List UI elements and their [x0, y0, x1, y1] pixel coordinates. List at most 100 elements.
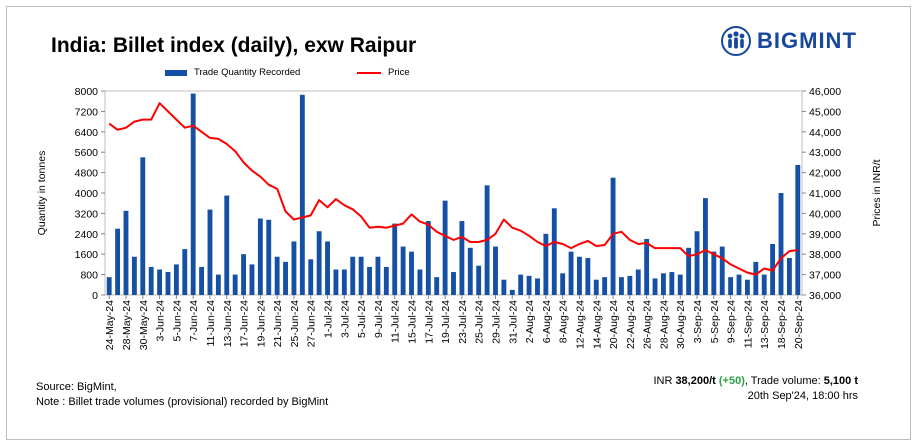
x-tick-label: 14-Aug-24 [591, 300, 603, 349]
quantity-bar [308, 259, 314, 295]
x-tick-label: 3-Jul-24 [339, 300, 351, 338]
quantity-bar [232, 274, 238, 295]
quantity-bar [350, 256, 356, 295]
right-tick-label: 39,000 [809, 229, 841, 241]
volume-value: 5,100 t [823, 375, 858, 387]
quantity-bar [451, 272, 456, 295]
timestamp: 20th Sep'24, 18:00 hrs [747, 390, 858, 402]
quantity-bar [551, 208, 557, 295]
quantity-bar [173, 264, 179, 295]
quantity-bar [190, 93, 196, 295]
x-tick-label: 24-May-24 [104, 300, 116, 350]
x-tick-label: 20-Sep-24 [793, 300, 805, 349]
quantity-bar [736, 274, 742, 295]
quantity-bar [215, 274, 221, 295]
x-tick-label: 30-May-24 [138, 300, 150, 350]
quantity-bar [400, 246, 406, 295]
x-tick-label: 20-Aug-24 [608, 300, 620, 349]
left-tick-label: 2400 [75, 229, 99, 241]
source-text: Source: BigMint, [36, 381, 117, 393]
quantity-bar [753, 261, 759, 295]
x-tick-label: 28-May-24 [121, 300, 133, 350]
right-tick-label: 36,000 [809, 290, 841, 302]
x-tick-label: 3-Sep-24 [692, 300, 704, 343]
note-text: Note : Billet trade volumes (provisional… [36, 396, 329, 408]
bigmint-people-icon [721, 26, 751, 56]
quantity-bar [560, 273, 566, 295]
right-tick-label: 44,000 [809, 127, 841, 139]
quantity-bar [627, 275, 633, 295]
right-tick-label: 42,000 [809, 168, 841, 180]
legend-bar-swatch [165, 69, 187, 76]
quantity-bar [577, 256, 582, 295]
quantity-bar [610, 177, 616, 295]
quantity-bar [165, 272, 171, 295]
quantity-bar [115, 228, 121, 295]
left-tick-label: 800 [80, 270, 98, 282]
quantity-bar [409, 251, 414, 295]
left-tick-label: 6400 [75, 127, 99, 139]
quantity-bar [358, 256, 364, 295]
x-tick-label: 11-Jun-24 [205, 300, 217, 347]
x-tick-label: 18-Sep-24 [776, 300, 788, 349]
quantity-bar [157, 269, 163, 295]
x-tick-label: 17-Jun-24 [239, 300, 251, 347]
legend-line-label: Price [388, 67, 410, 78]
x-tick-label: 19-Jul-24 [440, 300, 452, 344]
x-tick-label: 12-Aug-24 [574, 300, 586, 349]
quantity-bar [568, 251, 574, 295]
x-tick-label: 5-Jun-24 [171, 300, 183, 342]
quantity-bar [694, 231, 700, 295]
quantity-bar [593, 279, 599, 295]
quantity-bar [719, 246, 725, 295]
chart-frame [6, 6, 911, 440]
price-value: 38,200/t [675, 375, 716, 387]
quantity-bar [686, 247, 692, 295]
right-tick-label: 40,000 [809, 208, 841, 220]
x-tick-label: 1-Jul-24 [323, 300, 335, 338]
quantity-bar [299, 94, 305, 295]
legend-bar-label: Trade Quantity Recorded [194, 67, 301, 78]
quantity-bar [224, 195, 230, 295]
quantity-bar [140, 157, 146, 295]
x-tick-label: 25-Jun-24 [289, 300, 301, 347]
brand-logo: BIGMINT [721, 26, 857, 56]
right-tick-label: 37,000 [809, 270, 841, 282]
price-summary: INR 38,200/t (+50), Trade volume: 5,100 … [653, 374, 858, 404]
right-tick-label: 38,000 [809, 249, 841, 261]
x-tick-label: 25-Jul-24 [474, 300, 486, 344]
quantity-bar [728, 277, 734, 295]
quantity-bar [375, 256, 381, 295]
quantity-bar [106, 277, 112, 295]
quantity-bar [199, 266, 205, 295]
x-tick-label: 19-Jun-24 [255, 300, 267, 347]
quantity-bar [619, 277, 624, 295]
quantity-bar [585, 258, 591, 295]
quantity-bar [786, 258, 792, 295]
x-tick-label: 9-Jul-24 [373, 300, 385, 338]
quantity-bar [425, 221, 431, 295]
quantity-bar [325, 241, 330, 295]
quantity-bar [207, 209, 213, 295]
left-tick-label: 4800 [75, 168, 99, 180]
quantity-bar [123, 210, 129, 295]
quantity-bar [543, 233, 549, 295]
quantity-bar [702, 198, 708, 295]
quantity-bar [526, 275, 532, 295]
quantity-bar [493, 246, 498, 295]
x-tick-label: 13-Sep-24 [759, 300, 771, 349]
x-tick-label: 3-Jun-24 [155, 300, 167, 342]
volume-prefix: , Trade volume: [744, 375, 824, 387]
quantity-bar [635, 269, 641, 295]
x-tick-label: 15-Jul-24 [407, 300, 419, 344]
x-tick-label: 11-Sep-24 [742, 300, 754, 348]
quantity-bar [266, 219, 272, 295]
quantity-bar [257, 218, 263, 295]
x-tick-label: 28-Aug-24 [658, 300, 670, 349]
left-tick-label: 0 [92, 290, 98, 302]
x-tick-label: 6-Aug-24 [541, 300, 553, 343]
quantity-bar [316, 231, 322, 295]
quantity-bar [535, 278, 540, 295]
quantity-bar [602, 277, 608, 295]
quantity-bar [795, 164, 801, 295]
